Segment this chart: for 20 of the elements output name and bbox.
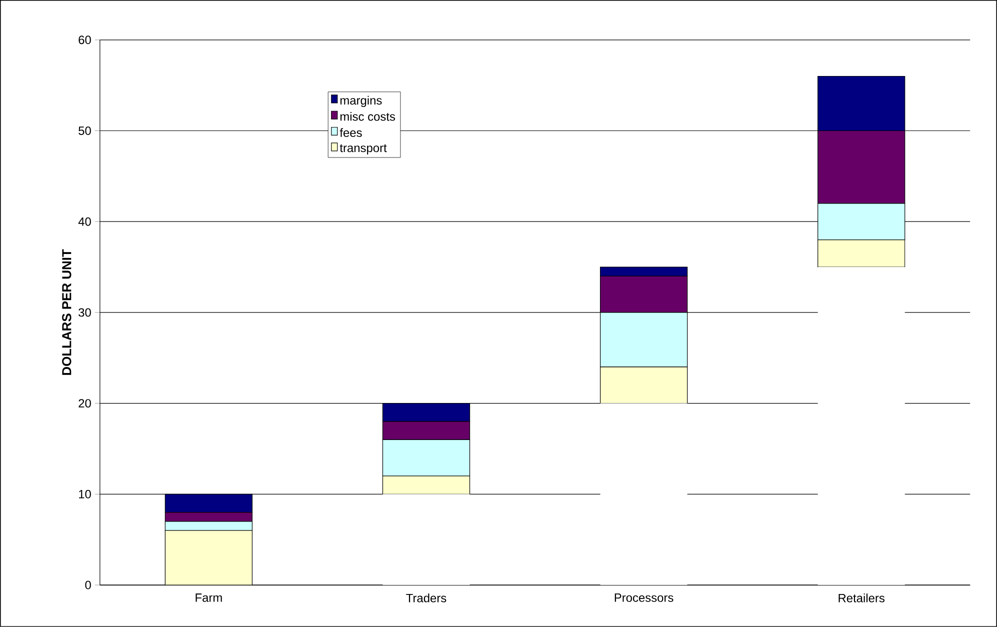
y-tick-label: 20: [78, 399, 91, 408]
y-tick-label: 50: [78, 126, 91, 136]
x-tick-label: Retailers: [838, 594, 884, 602]
legend-label: transport: [340, 144, 387, 155]
legend-label: misc costs: [340, 112, 396, 121]
bar: [600, 366, 688, 404]
x-tick-label: Processors: [614, 594, 674, 602]
x-tick-label: Farm: [196, 594, 222, 602]
y-axis-title: DOLLARS PER UNIT: [62, 249, 72, 375]
bar: [164, 530, 253, 586]
x-tick-label: Traders: [406, 594, 446, 602]
legend-label: margins: [340, 96, 382, 108]
bar: [818, 240, 906, 268]
y-tick-label: 60: [78, 36, 91, 44]
y-tick-label: 40: [78, 217, 91, 226]
y-tick-label: 0: [85, 580, 91, 590]
legend-label: fees: [340, 128, 362, 137]
y-tick-label: 10: [79, 490, 91, 498]
bar: [382, 476, 470, 494]
y-tick-label: 30: [78, 308, 91, 317]
